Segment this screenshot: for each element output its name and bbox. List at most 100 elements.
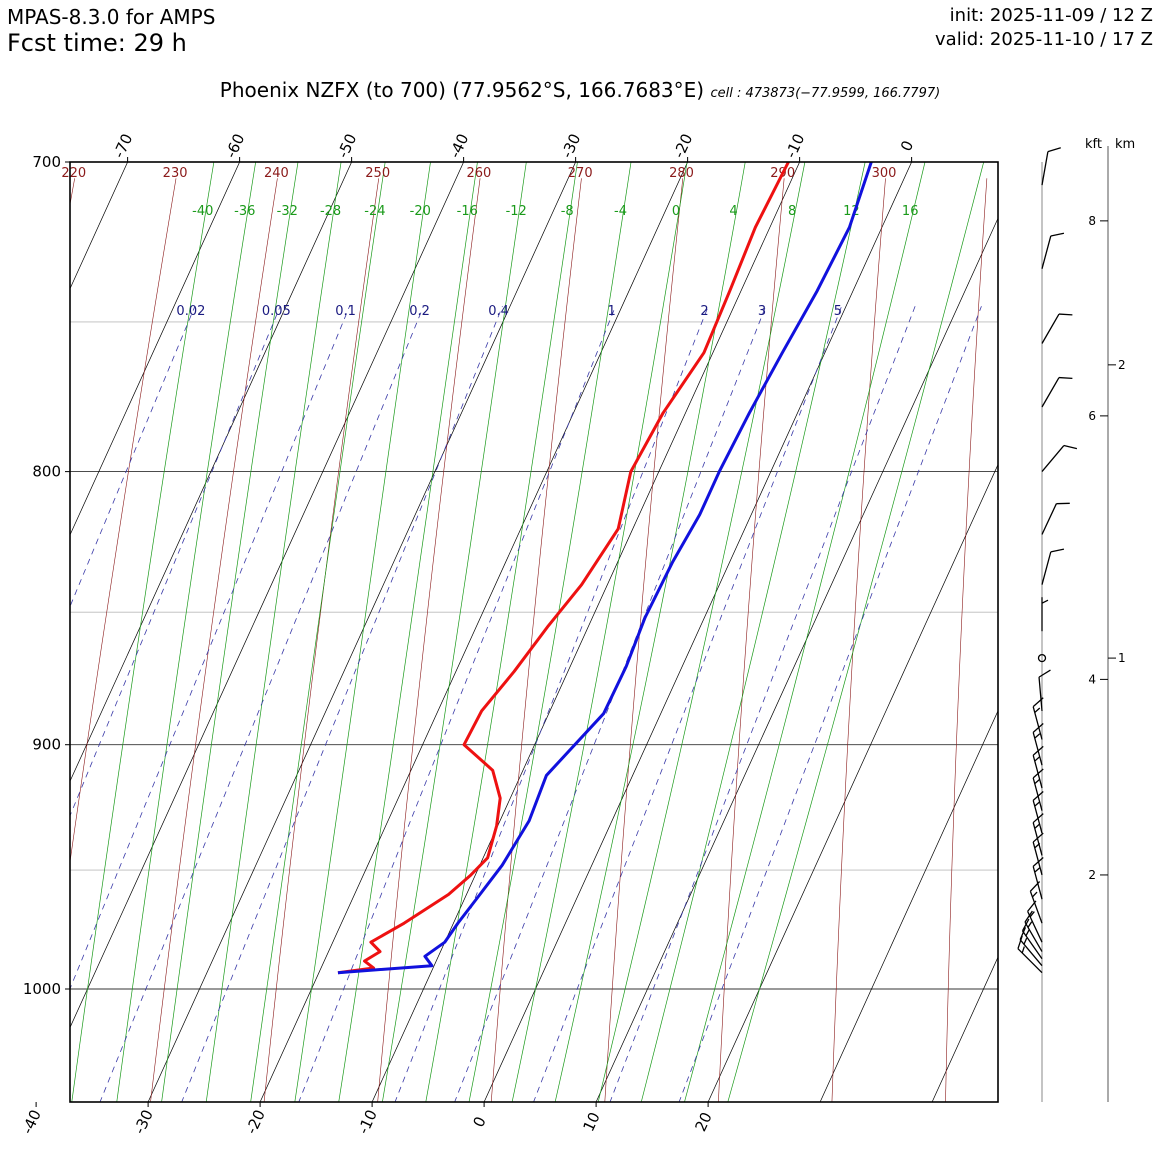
moist-adiabat-line [468, 162, 632, 1102]
mixing-ratio-label: 0.1 [335, 304, 356, 319]
dewpoint-profile-line [337, 162, 873, 975]
wind-barb-halfflag [1034, 867, 1041, 873]
top-temperature-label: -60 [222, 131, 249, 161]
bottom-temperature-label: -10 [354, 1107, 381, 1137]
mixing-ratio-line [533, 306, 842, 1102]
bottom-temperature-label: -30 [130, 1107, 157, 1137]
wind-barb-shaft [1041, 151, 1049, 186]
kft-label: kft [1085, 137, 1102, 152]
moist-adiabat-line [425, 162, 578, 1102]
wind-barb-flag [1019, 927, 1027, 940]
wind-barb-shaft [1041, 503, 1057, 535]
moist-adiabat-line [250, 162, 386, 1102]
wind-barb-flag [1050, 232, 1065, 237]
wind-barb-shaft [1041, 551, 1052, 585]
isotherm-line [147, 162, 576, 1102]
moist-adiabat-line [382, 162, 527, 1102]
pressure-label: 800 [32, 463, 61, 481]
wind-barb [1032, 697, 1044, 740]
wind-barb-flag [1038, 669, 1051, 678]
kft-tick-label: 8 [1088, 214, 1096, 228]
dry-adiabat-line [70, 178, 75, 207]
dry-adiabat-label: 250 [365, 166, 390, 181]
bottom-temperature-label: 0 [469, 1114, 489, 1130]
moist-adiabat-label: -24 [364, 204, 385, 219]
mixing-ratio-line [678, 306, 982, 1102]
top-temperature-label: 0 [897, 138, 917, 154]
wind-barb-flag [1047, 147, 1061, 153]
wind-barb [1041, 502, 1070, 535]
wind-barb-flag [1032, 697, 1044, 708]
mixing-ratio-line [70, 306, 281, 817]
dry-adiabat-line [1059, 178, 1088, 1113]
wind-barb-flag [1024, 910, 1033, 923]
wind-barb [1029, 881, 1043, 924]
wind-barb-shaft [1041, 313, 1060, 344]
moist-adiabat-label: -40 [192, 204, 213, 219]
moist-adiabat-line [161, 162, 299, 1102]
mixing-ratio-line [394, 306, 709, 1102]
top-temperature-label: -50 [334, 131, 361, 161]
mixing-ratio-line [70, 306, 350, 990]
mixing-ratio-label: 1 [608, 304, 616, 319]
moist-adiabat-line [727, 162, 985, 1102]
temperature-profile-line [337, 162, 790, 975]
dry-adiabat-line [377, 178, 481, 1102]
moist-adiabat-label: 8 [788, 204, 796, 219]
dry-adiabat-line [150, 178, 278, 1102]
dry-adiabat-label: 280 [669, 166, 694, 181]
wind-barb-halfflag [1031, 891, 1038, 898]
cell-info: cell : 473873(−77.9599, 166.7797) [710, 86, 941, 101]
wind-barb [1038, 669, 1051, 712]
plot-frame [69, 161, 999, 1103]
moist-adiabat-line [511, 162, 688, 1102]
isotherm-line [483, 162, 912, 1102]
isotherm-line [70, 162, 464, 1029]
wind-barb-halfflag [1034, 778, 1041, 785]
isotherm-line [931, 956, 998, 1102]
wind-barb-flag [1058, 313, 1073, 316]
moist-adiabat-label: -28 [320, 204, 341, 219]
pressure-label: 1000 [23, 980, 61, 998]
km-tick-label: 1 [1118, 651, 1126, 665]
km-tick-label: 2 [1118, 358, 1126, 372]
wind-barb-halfflag [1025, 929, 1030, 937]
moist-adiabat-line [640, 162, 866, 1102]
isotherm-line [595, 217, 998, 1102]
wind-barb-shaft [1041, 235, 1052, 269]
wind-barb-halfflag [1034, 823, 1041, 829]
bottom-temperature-label: -20 [242, 1107, 269, 1137]
wind-barb-halfflag [1027, 921, 1033, 928]
moist-adiabat-label: 16 [902, 204, 919, 219]
top-temperature-label: -10 [782, 131, 809, 161]
wind-barb [1041, 313, 1073, 344]
wind-barb-halfflag [1034, 733, 1041, 739]
wind-barb-halfflag [1034, 707, 1041, 713]
moist-adiabat-label: -36 [234, 204, 255, 219]
mixing-ratio-label: 0.05 [262, 304, 291, 319]
dry-adiabat-label: 300 [872, 166, 897, 181]
dry-adiabat-label: 240 [264, 166, 289, 181]
top-temperature-label: -70 [110, 131, 137, 161]
wind-barb [1032, 722, 1044, 766]
moist-adiabat-label: -16 [457, 204, 478, 219]
isotherm-line [70, 162, 352, 783]
moist-adiabat-line [116, 162, 257, 1102]
mixing-ratio-label: 0.2 [409, 304, 430, 319]
wind-barb-shaft [1038, 677, 1043, 712]
moist-adiabat-line [71, 162, 215, 1102]
isotherm-line [707, 463, 998, 1102]
dry-adiabat-line [945, 178, 988, 1102]
wind-barb [1041, 232, 1065, 269]
wind-barb [1041, 597, 1049, 632]
wind-barb-flag [1056, 502, 1070, 505]
mixing-ratio-label: 0.02 [176, 304, 205, 319]
dry-adiabat-line [718, 178, 785, 1102]
mixing-ratio-line [70, 306, 196, 608]
mixing-ratio-label: 5 [834, 304, 842, 319]
mixing-ratio-line [181, 306, 503, 1102]
bottom-temperature-label: -40 [18, 1107, 45, 1137]
isotherm-line [371, 162, 800, 1102]
wind-barb-shaft [1041, 377, 1060, 408]
